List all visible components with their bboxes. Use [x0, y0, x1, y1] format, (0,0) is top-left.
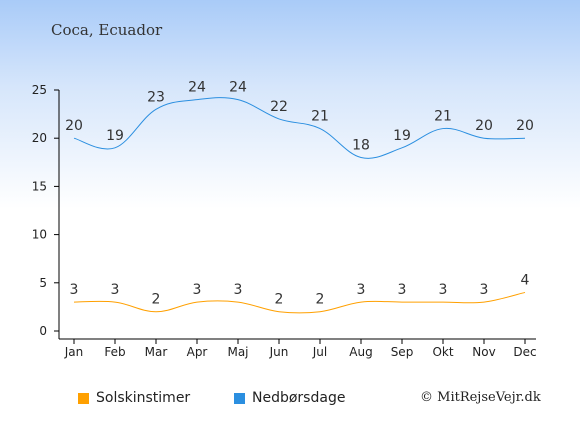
legend-item-rain-days: Nedbørsdage — [234, 390, 345, 406]
data-label-sunshine: 3 — [70, 282, 79, 298]
data-label-sunshine: 2 — [316, 292, 325, 308]
data-label-rain-days: 20 — [516, 118, 534, 134]
legend-swatch-rain-days — [234, 392, 245, 404]
x-tick-label: Feb — [104, 345, 125, 359]
data-label-sunshine: 3 — [234, 282, 243, 298]
copyright-credit: © MitRejseVejr.dk — [420, 390, 541, 405]
x-tick-label: Aug — [349, 345, 372, 359]
x-tick-label: Nov — [472, 345, 495, 359]
data-label-sunshine: 3 — [111, 282, 120, 298]
y-tick-label: 0 — [39, 324, 47, 338]
data-label-sunshine: 4 — [521, 272, 530, 288]
data-label-rain-days: 22 — [270, 99, 288, 115]
x-tick-label: Jul — [312, 345, 327, 359]
data-label-rain-days: 19 — [393, 128, 411, 144]
data-label-rain-days: 19 — [106, 128, 124, 144]
chart-title: Coca, Ecuador — [51, 21, 163, 39]
data-label-rain-days: 24 — [188, 80, 206, 96]
data-label-rain-days: 20 — [65, 118, 83, 134]
data-label-sunshine: 3 — [357, 282, 366, 298]
data-label-rain-days: 20 — [475, 118, 493, 134]
legend-item-sunshine: Solskinstimer — [78, 390, 190, 406]
x-tick-label: Jun — [269, 345, 289, 359]
y-tick-label: 25 — [32, 83, 47, 97]
data-label-sunshine: 3 — [439, 282, 448, 298]
y-tick-label: 5 — [39, 276, 47, 290]
data-label-sunshine: 3 — [193, 282, 202, 298]
data-label-rain-days: 23 — [147, 89, 165, 105]
x-tick-label: Jan — [64, 345, 84, 359]
x-tick-label: Okt — [432, 345, 453, 359]
data-label-rain-days: 21 — [434, 109, 452, 125]
y-tick-label: 10 — [32, 228, 47, 242]
series-line-sunshine — [73, 291, 526, 314]
y-tick-label: 15 — [32, 179, 47, 193]
x-tick-label: Maj — [227, 345, 248, 359]
data-label-sunshine: 2 — [152, 292, 161, 308]
x-tick-label: Dec — [513, 345, 536, 359]
data-label-sunshine: 2 — [275, 292, 284, 308]
x-tick-label: Sep — [391, 345, 414, 359]
data-label-sunshine: 3 — [480, 282, 489, 298]
legend-swatch-sunshine — [78, 392, 89, 404]
data-label-sunshine: 3 — [398, 282, 407, 298]
y-tick-label: 20 — [32, 131, 47, 145]
legend-label-rain-days: Nedbørsdage — [252, 390, 346, 406]
data-label-rain-days: 24 — [229, 80, 247, 96]
x-tick-label: Mar — [145, 345, 168, 359]
x-tick-label: Apr — [187, 345, 208, 359]
series-line-rain-days — [73, 97, 526, 159]
data-label-rain-days: 21 — [311, 109, 329, 125]
data-label-rain-days: 18 — [352, 137, 370, 153]
legend-label-sunshine: Solskinstimer — [96, 390, 191, 406]
